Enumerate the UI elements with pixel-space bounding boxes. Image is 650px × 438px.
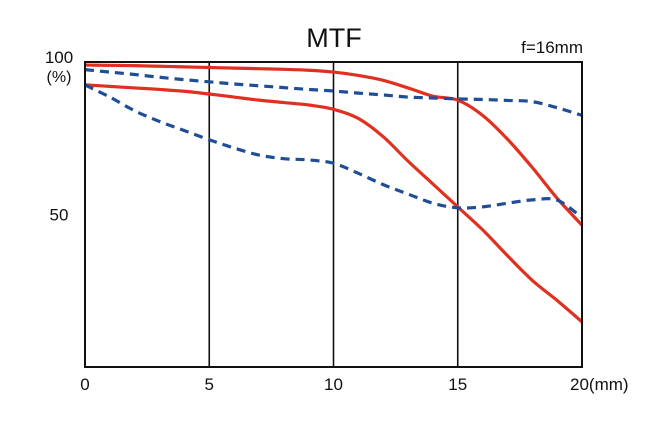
plot-frame [84,61,583,368]
series-line-4 [84,83,583,219]
y-tick-label-100: 100 [45,48,73,67]
focal-length-annotation: f=16mm [521,38,583,57]
series-line-1 [84,63,584,227]
x-tick-label-15: 15 [448,375,467,394]
series-layer [84,63,584,324]
x-tick-label-0: 0 [80,375,89,394]
series-line-2 [84,83,584,324]
chart-title: MTF [306,23,361,53]
series-line-3 [84,68,583,117]
x-tick-label-20: 20(mm) [570,375,629,394]
y-unit-label: (%) [47,69,72,86]
y-tick-label-50: 50 [50,206,69,225]
x-tick-label-10: 10 [324,375,343,394]
x-tick-label-5: 5 [205,375,214,394]
grid-layer [208,62,459,367]
tick-layer: 0 5 10 15 20(mm) 100 50 [45,48,629,394]
